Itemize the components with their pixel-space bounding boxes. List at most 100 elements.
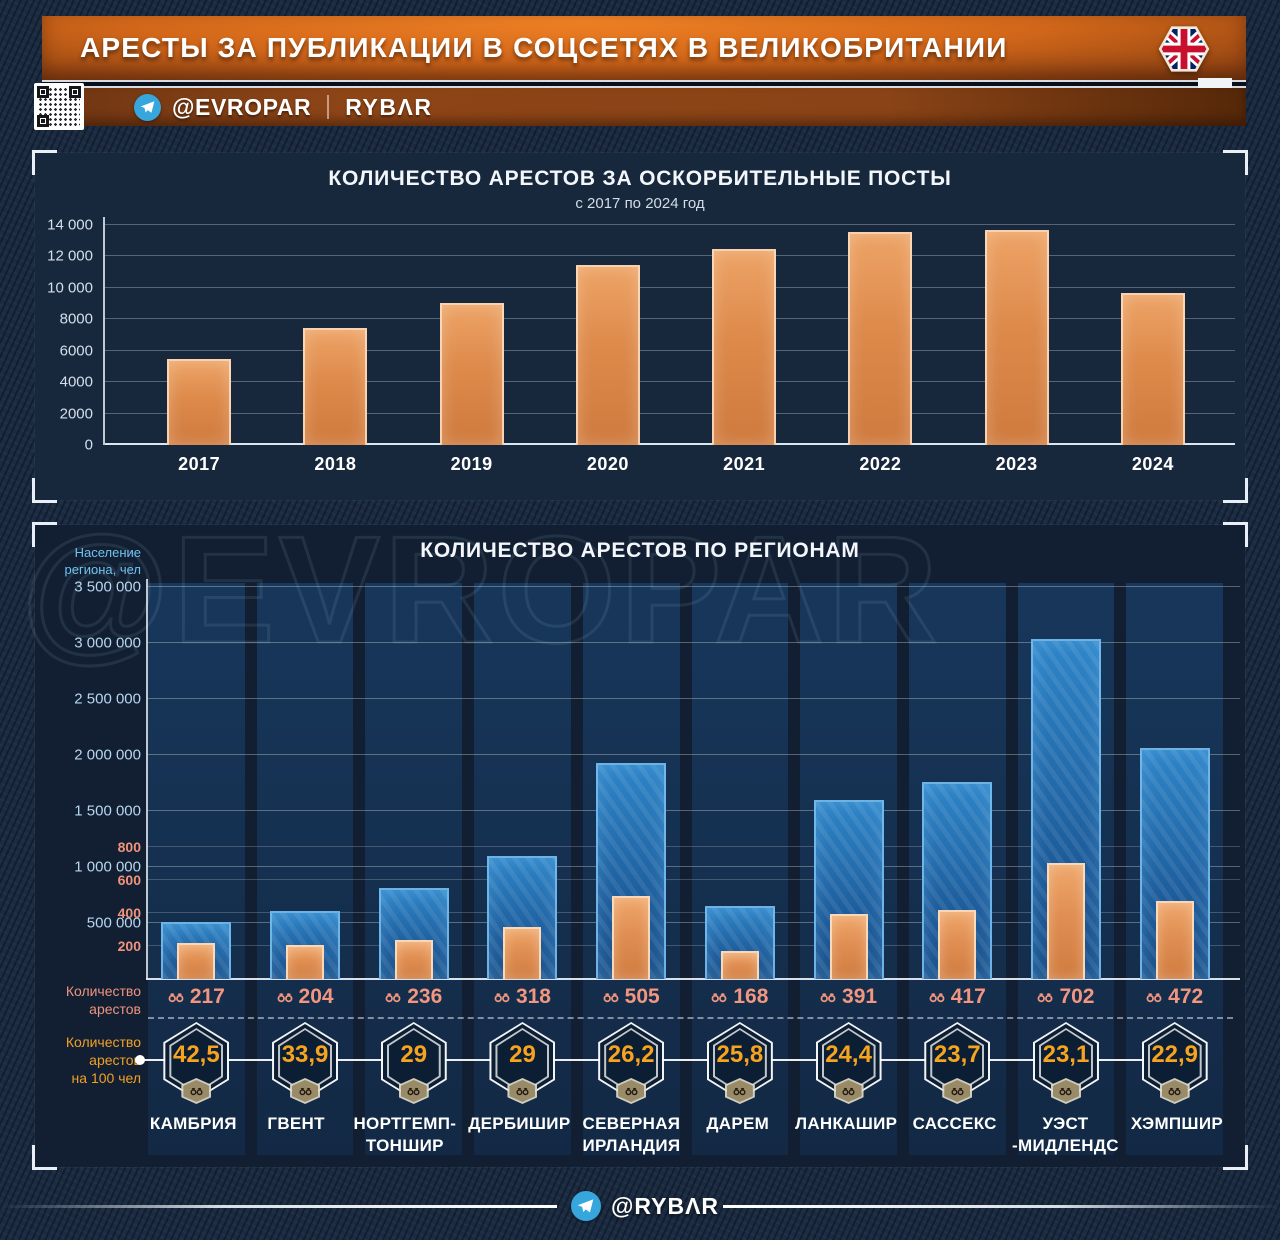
corner-bracket bbox=[32, 150, 57, 175]
handcuffs-badge bbox=[290, 1078, 321, 1104]
handcuffs-icon bbox=[190, 1087, 203, 1096]
region-bar-group bbox=[474, 587, 571, 979]
region-bar-group bbox=[365, 587, 462, 979]
handcuffs-badge bbox=[616, 1078, 647, 1104]
arrests-count-value: 417 bbox=[950, 985, 986, 1008]
bar-column bbox=[949, 225, 1085, 445]
region-bar-group bbox=[583, 587, 680, 979]
region-name: ДЕРБИШИР bbox=[468, 1114, 571, 1133]
hexagon-cell: 24,4 bbox=[800, 1022, 897, 1108]
arrests-count: 391 bbox=[800, 985, 897, 1009]
arrests-year-bar bbox=[575, 265, 640, 445]
arrests-year-bar bbox=[984, 229, 1049, 445]
arrests-count-value: 318 bbox=[515, 985, 551, 1008]
telegram-icon bbox=[570, 1191, 601, 1221]
header-divider bbox=[42, 78, 1246, 90]
subheader-band: @EVROPAR RYBΛR bbox=[42, 88, 1246, 126]
region-bar-group bbox=[257, 587, 354, 979]
arrests-bar bbox=[1155, 901, 1194, 979]
arrests-bar bbox=[286, 945, 325, 979]
gridline bbox=[105, 224, 1235, 225]
footer-line-left bbox=[0, 1204, 557, 1208]
arrests-bar bbox=[177, 943, 216, 979]
gridline bbox=[105, 412, 1235, 414]
x-tick-label: 2018 bbox=[314, 454, 357, 474]
per-100k-value: 42,5 bbox=[172, 1041, 220, 1068]
chart1-x-tick-labels: 2017 2018 2019 2020 2021 2022 2023 2024 bbox=[131, 454, 1221, 475]
population-tick-label: 2 500 000 bbox=[74, 690, 141, 708]
x-tick-label: 2020 bbox=[586, 454, 629, 474]
chart1-title: КОЛИЧЕСТВО АРЕСТОВ ЗА ОСКОРБИТЕЛЬНЫЕ ПОС… bbox=[328, 167, 952, 190]
arrests-count-value: 505 bbox=[624, 985, 660, 1008]
per100-hexagon-row: 42,5 33,9 29 29 26,2 25,8 24,4 23,7 23,1 22,9 bbox=[135, 1022, 1223, 1108]
chart1-subtitle: с 2017 по 2024 год bbox=[575, 195, 705, 212]
arrests-tick-label: 800 bbox=[117, 838, 141, 855]
handcuffs-icon bbox=[842, 1087, 855, 1096]
y-tick-label: 12 000 bbox=[47, 247, 93, 265]
x-tick-label: 2019 bbox=[450, 454, 493, 474]
arrests-count: 505 bbox=[583, 985, 680, 1009]
footer-handle[interactable]: @RYBΛR bbox=[610, 1192, 720, 1219]
per100-row-label: Количество арестов на 100 чел bbox=[65, 1034, 141, 1087]
dashed-separator bbox=[148, 1017, 1233, 1019]
arrests-year-bar bbox=[439, 302, 504, 445]
arrests-count-value: 702 bbox=[1059, 985, 1095, 1008]
region-name: ДАРЕМ bbox=[706, 1114, 770, 1133]
arrests-gridline bbox=[148, 944, 1240, 946]
chart1-bars bbox=[131, 225, 1221, 445]
arrests-count: 702 bbox=[1018, 985, 1115, 1009]
per-100k-value: 29 bbox=[400, 1041, 428, 1068]
handcuffs-badge bbox=[833, 1078, 864, 1104]
per-100k-hexagon: 42,5 bbox=[163, 1022, 230, 1104]
hexagon-cell: 23,1 bbox=[1018, 1022, 1115, 1108]
arrests-bar bbox=[720, 951, 759, 979]
per-100k-value: 33,9 bbox=[281, 1041, 329, 1068]
chart-arrests-by-region: @EVROPAR КОЛИЧЕСТВО АРЕСТОВ ПО РЕГИОНАМ … bbox=[20, 504, 1248, 1170]
subheader-divider bbox=[327, 95, 330, 119]
region-bar-group bbox=[1126, 587, 1223, 979]
handcuffs-icon bbox=[929, 993, 945, 1003]
chart2-y-tick-labels: 500 000 1 000 000 1 500 000 2 000 000 2 500 … bbox=[35, 579, 141, 979]
arrests-tick-label: 200 bbox=[117, 937, 141, 954]
arrests-count: 217 bbox=[148, 985, 245, 1009]
per-100k-hexagon: 25,8 bbox=[706, 1022, 773, 1104]
header-band: АРЕСТЫ ЗА ПУБЛИКАЦИИ В СОЦСЕТЯХ В ВЕЛИКО… bbox=[42, 16, 1246, 80]
arrests-count: 204 bbox=[257, 985, 354, 1009]
population-gridline bbox=[148, 810, 1240, 811]
handcuffs-icon bbox=[494, 993, 510, 1003]
hexagon-cell: 42,5 bbox=[148, 1022, 245, 1108]
region-bar-group bbox=[1018, 587, 1115, 979]
corner-bracket bbox=[32, 522, 57, 547]
arrests-bar bbox=[612, 895, 651, 979]
arrests-count: 236 bbox=[365, 985, 462, 1009]
arrests-year-bar bbox=[167, 358, 232, 445]
footer: @RYBΛR bbox=[0, 1180, 1280, 1232]
telegram-handle[interactable]: @EVROPAR bbox=[172, 93, 312, 120]
handcuffs-badge bbox=[1159, 1078, 1190, 1104]
bar-column bbox=[1085, 225, 1221, 445]
chart-arrests-by-year: КОЛИЧЕСТВО АРЕСТОВ ЗА ОСКОРБИТЕЛЬНЫЕ ПОС… bbox=[32, 150, 1248, 503]
y-tick-label: 2000 bbox=[59, 405, 93, 423]
bar-column bbox=[812, 225, 948, 445]
y-tick-label: 10 000 bbox=[47, 279, 93, 297]
chart1-y-tick-labels: 0 2000 4000 6000 8000 10 000 12 000 14 000 bbox=[13, 217, 93, 454]
y-tick-label: 6000 bbox=[59, 342, 93, 360]
arrests-year-bar bbox=[1120, 292, 1185, 445]
gridline bbox=[105, 349, 1235, 351]
bar-column bbox=[404, 225, 540, 445]
divider-dash bbox=[1198, 78, 1232, 90]
bar-column bbox=[131, 225, 267, 445]
region-bar-group bbox=[148, 587, 245, 979]
corner-bracket bbox=[1223, 478, 1248, 503]
arrests-count-value: 472 bbox=[1168, 985, 1204, 1008]
arrests-gridline bbox=[148, 878, 1240, 880]
hexagon-cell: 29 bbox=[365, 1022, 462, 1108]
per-100k-value: 25,8 bbox=[716, 1041, 764, 1068]
handcuffs-icon bbox=[1146, 993, 1162, 1003]
population-tick-label: 500 000 bbox=[86, 914, 141, 932]
arrests-count-value: 204 bbox=[298, 985, 334, 1008]
region-name: ГВЕНТ bbox=[267, 1114, 325, 1133]
population-tick-label: 3 000 000 bbox=[74, 634, 141, 652]
corner-bracket bbox=[32, 1145, 57, 1170]
gridline bbox=[105, 318, 1235, 320]
